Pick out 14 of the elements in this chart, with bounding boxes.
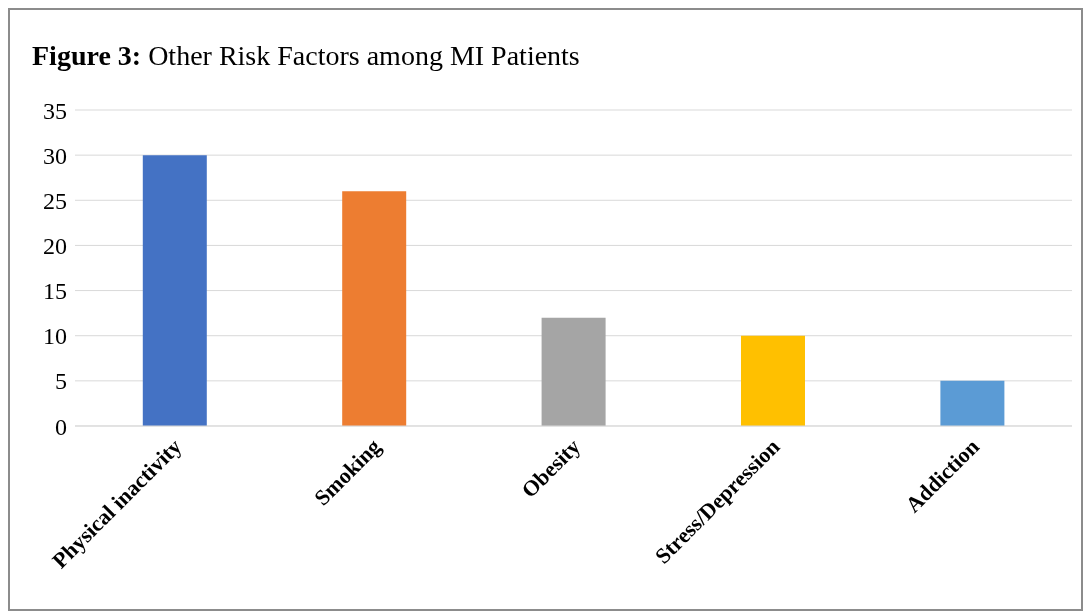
y-tick-label: 0 [55,413,67,440]
y-tick-label: 5 [55,368,67,395]
bar [541,317,606,426]
y-tick-label: 10 [43,323,67,350]
y-tick-label: 15 [43,278,67,305]
bar [940,380,1005,426]
bar [142,155,207,426]
y-tick-label: 30 [43,142,67,169]
y-tick-label: 35 [43,97,67,124]
bar [741,335,805,426]
y-tick-label: 25 [43,187,67,214]
y-tick-label: 20 [43,232,67,259]
chart-title: Figure 3: Other Risk Factors among MI Patients [32,40,580,72]
bar [342,191,407,426]
